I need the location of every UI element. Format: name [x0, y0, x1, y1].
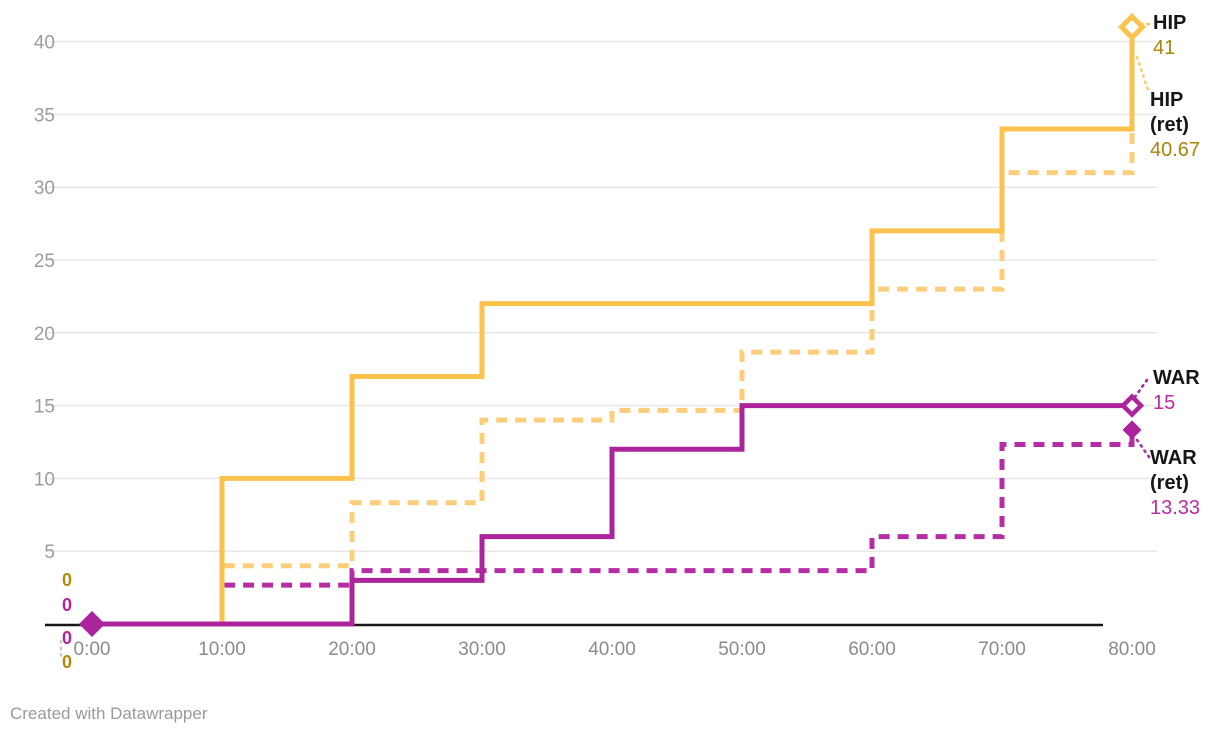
x-tick-label: 50:00 — [718, 639, 766, 660]
y-tick-label: 15 — [34, 397, 55, 418]
series-name-suffix: (ret) — [1150, 472, 1189, 494]
x-tick-label: 30:00 — [458, 639, 506, 660]
x-tick-label: 40:00 — [588, 639, 636, 660]
y-tick-label: 5 — [44, 542, 55, 563]
x-tick-label: 80:00 — [1108, 639, 1156, 660]
end-label-war: WAR 15 — [1153, 366, 1200, 416]
label-leader-line — [1135, 55, 1151, 95]
chart-area: 5 10 15 20 25 30 35 40 0:00 10:00 20:00 30:00 40:00 5… — [34, 11, 1200, 668]
x-tick-label: 0:00 — [74, 639, 111, 660]
end-label-war-ret: WAR (ret) 13.33 — [1150, 446, 1200, 521]
start-value-label-hip: 0 — [62, 570, 73, 590]
y-tick-label: 35 — [34, 105, 55, 126]
label-leader-line — [1133, 378, 1149, 399]
series-end-value: 15 — [1153, 392, 1176, 414]
y-tick-label: 10 — [34, 469, 55, 490]
series-name: WAR — [1150, 447, 1197, 469]
start-value-label-war-ret: 0 — [62, 628, 73, 648]
label-leader-line — [1135, 438, 1151, 459]
start-value-label-war: 0 — [62, 595, 73, 615]
series-line-war-ret — [92, 429, 1135, 627]
series-line-hip-ret — [92, 31, 1135, 627]
y-tick-label: 30 — [34, 178, 55, 199]
series-name: HIP — [1153, 12, 1187, 34]
hip-end-marker-diamond — [1117, 13, 1147, 42]
series-end-value: 13.33 — [1150, 497, 1201, 519]
end-label-hip-ret: HIP (ret) 40.67 — [1150, 88, 1200, 163]
start-marker-diamond — [79, 611, 105, 637]
start-value-label-hip-ret: 0 — [62, 652, 73, 668]
series-end-value: 41 — [1153, 37, 1176, 59]
datawrapper-credit-link[interactable]: Created with Datawrapper — [10, 704, 208, 723]
series-name: WAR — [1153, 367, 1200, 389]
y-tick-label: 40 — [34, 33, 55, 54]
x-tick-label: 20:00 — [328, 639, 376, 660]
y-tick-label: 20 — [34, 324, 55, 345]
series-line-hip — [92, 27, 1135, 627]
series-name-suffix: (ret) — [1150, 114, 1189, 136]
y-tick-label: 25 — [34, 251, 55, 272]
war-ret-end-marker-diamond — [1122, 420, 1142, 440]
war-end-marker-diamond — [1119, 393, 1145, 418]
x-tick-label: 70:00 — [978, 639, 1026, 660]
series-line-war — [92, 403, 1132, 627]
series-end-value: 40.67 — [1150, 139, 1201, 161]
x-tick-label: 60:00 — [848, 639, 896, 660]
plot-svg: 5 10 15 20 25 30 35 40 0:00 10:00 20:00 30:00 40:00 5… — [34, 13, 1157, 660]
x-tick-label: 10:00 — [198, 639, 246, 660]
end-label-hip: HIP 41 — [1153, 11, 1186, 61]
series-name: HIP — [1150, 89, 1184, 111]
